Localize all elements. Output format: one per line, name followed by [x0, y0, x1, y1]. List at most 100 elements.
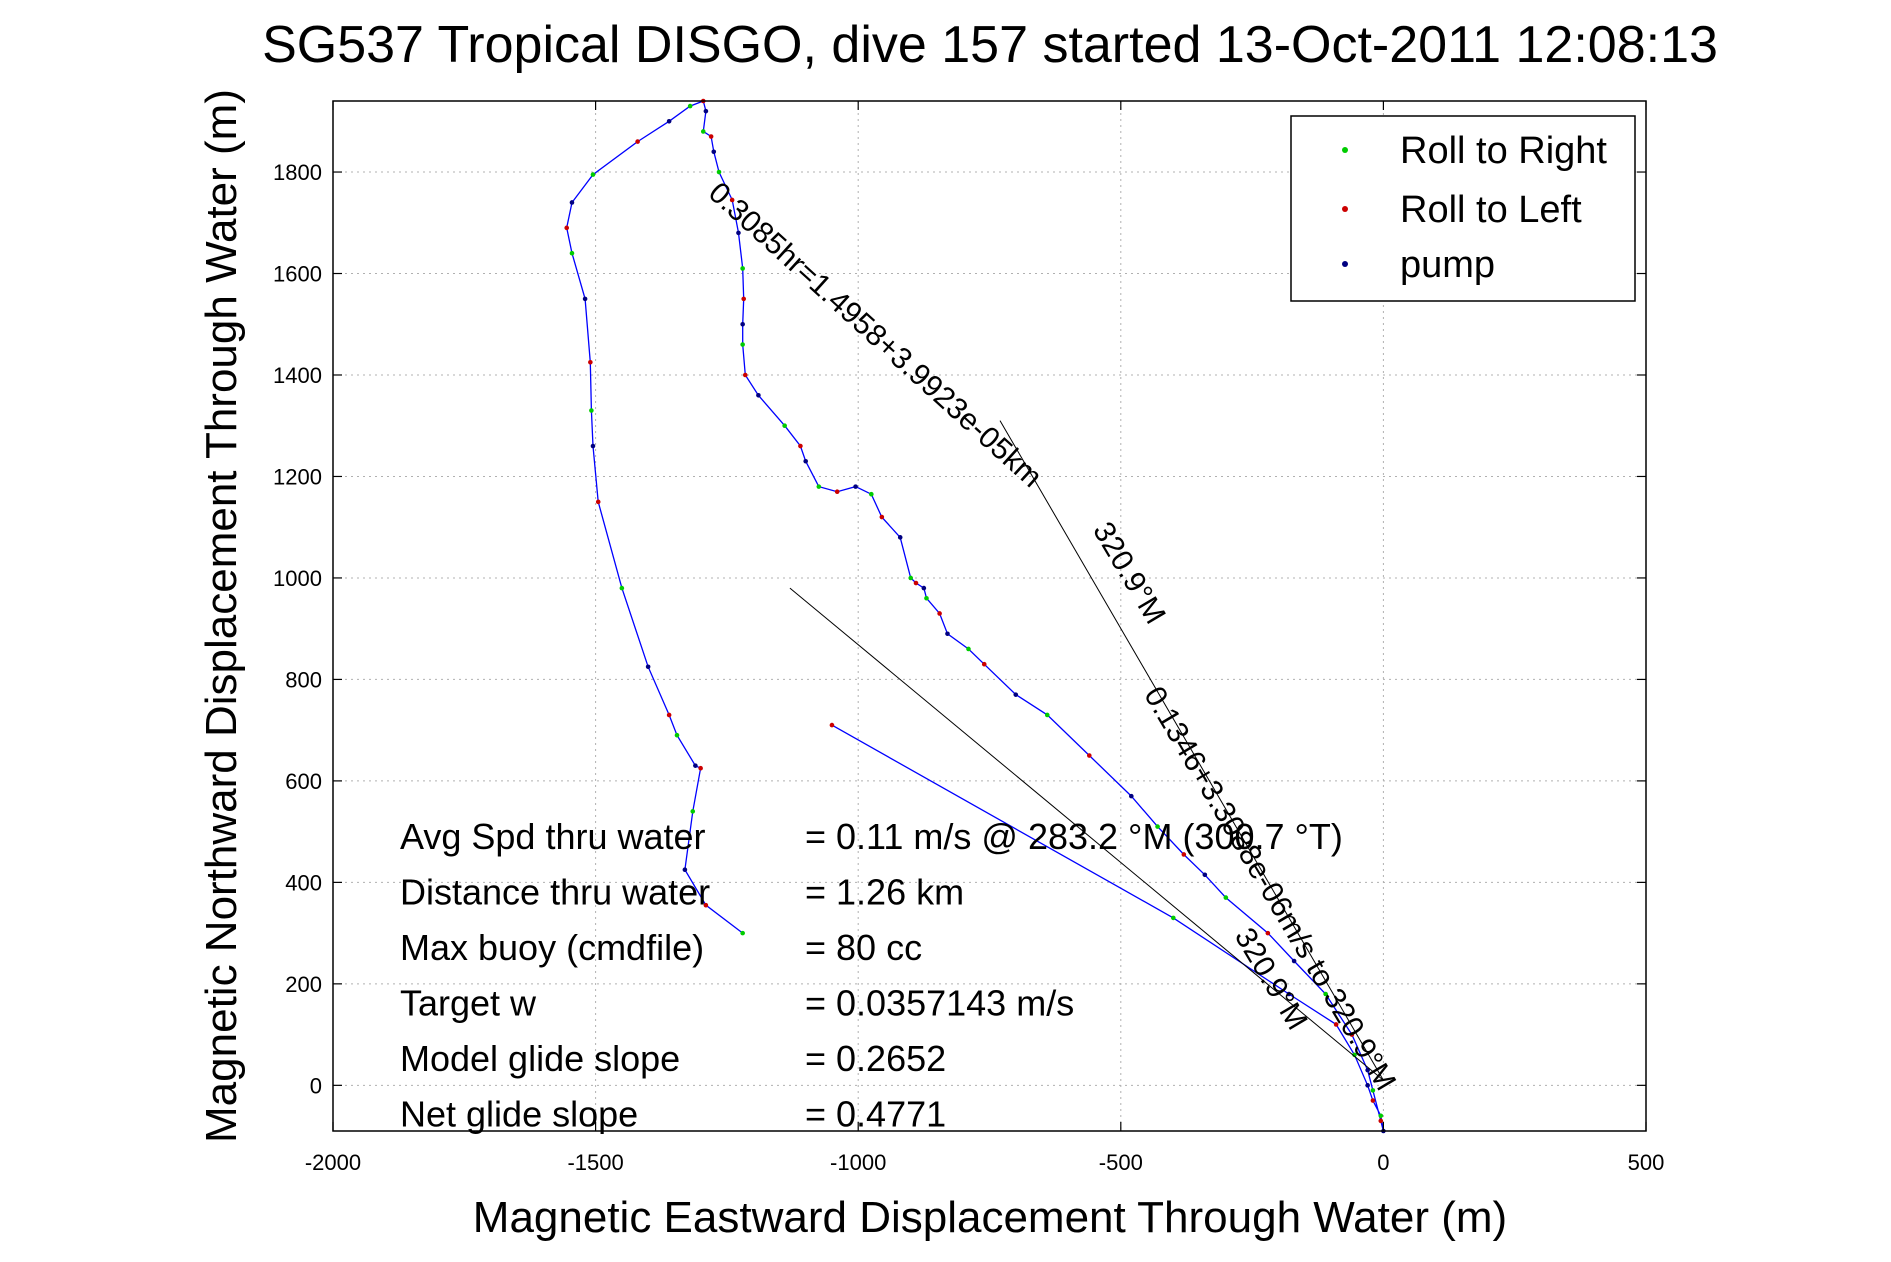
legend-marker-pump — [1342, 261, 1348, 267]
x-tick-label: 500 — [1628, 1150, 1665, 1175]
stat-label: Model glide slope — [400, 1038, 680, 1079]
y-tick-label: 1200 — [273, 464, 322, 489]
track-point — [740, 930, 745, 936]
track-point — [1323, 991, 1328, 997]
track-point — [1044, 712, 1050, 718]
track-point — [742, 372, 748, 378]
reference-line — [789, 587, 1384, 1081]
track-point — [921, 585, 927, 591]
y-axis-title: Magnetic Northward Displacement Through … — [197, 89, 246, 1143]
track-point — [981, 661, 987, 667]
track-point — [741, 296, 747, 302]
track-point — [716, 169, 722, 175]
track-point — [666, 118, 672, 124]
stat-label: Target w — [400, 983, 537, 1024]
track-point — [740, 342, 745, 347]
track-point — [913, 580, 919, 586]
reference-lines — [789, 420, 1384, 1081]
x-tick-label: -500 — [1099, 1150, 1143, 1175]
track-point — [1365, 1067, 1370, 1073]
track-point — [595, 499, 601, 505]
track-point — [1171, 915, 1176, 921]
track-point — [1265, 930, 1271, 936]
stat-value: = 1.26 km — [805, 872, 964, 913]
legend-label-roll-right: Roll to Right — [1400, 130, 1607, 172]
track-point — [1370, 1088, 1376, 1093]
track-point — [1291, 958, 1297, 964]
track-point — [708, 134, 714, 139]
stat-value: = 0.4771 — [805, 1094, 946, 1135]
track-point — [945, 631, 950, 637]
legend-marker-roll-left — [1342, 206, 1348, 212]
stat-label: Avg Spd thru water — [400, 816, 706, 857]
legend-marker-roll-right — [1342, 147, 1348, 153]
track-point — [619, 585, 625, 591]
track-point — [589, 408, 594, 413]
track-point — [1086, 753, 1092, 758]
track-point — [736, 230, 741, 236]
track-point — [711, 149, 717, 155]
track-point — [1013, 692, 1019, 697]
track-point — [564, 225, 570, 231]
track-point — [687, 103, 693, 109]
track-point — [829, 722, 835, 728]
track-point — [582, 296, 588, 302]
track-point — [1155, 824, 1160, 829]
track-point — [756, 392, 761, 398]
track-point — [698, 765, 703, 771]
x-tick-label: -1500 — [567, 1150, 623, 1175]
track-point — [740, 321, 745, 327]
y-tick-label: 1600 — [273, 262, 322, 287]
track-point — [666, 712, 672, 718]
x-tick-label: -2000 — [305, 1150, 361, 1175]
plot-frame — [332, 100, 1647, 1132]
track-point — [569, 200, 575, 205]
x-tick-label: -1000 — [830, 1150, 886, 1175]
stat-value: = 0.11 m/s @ 283.2 °M (300.7 °T) — [805, 816, 1343, 857]
axis-ticks: -2000 -1500 -1000 -500 0 500 0 200 400 600 800 1000… — [273, 101, 1664, 1175]
y-tick-label: 400 — [285, 870, 322, 895]
track-point — [700, 129, 706, 134]
track-point — [1202, 872, 1208, 878]
track-point — [588, 360, 593, 365]
track-point — [729, 197, 735, 203]
track-point — [803, 458, 808, 464]
track-point — [1333, 1022, 1339, 1027]
track-point — [924, 595, 929, 601]
y-tick-label: 1000 — [273, 566, 322, 591]
track-point — [740, 266, 745, 271]
track-point — [834, 489, 840, 494]
stat-value: = 80 cc — [805, 927, 922, 968]
track-point — [1286, 991, 1292, 997]
dive-statistics: Avg Spd thru water = 0.11 m/s @ 283.2 °M … — [400, 816, 1343, 1135]
track-point — [908, 575, 914, 581]
track-point — [1365, 1083, 1370, 1088]
stat-value: = 0.0357143 m/s — [805, 983, 1074, 1024]
track-point — [1129, 793, 1134, 799]
legend-label-pump: pump — [1400, 244, 1495, 286]
track-point — [816, 484, 822, 489]
track-point — [590, 443, 596, 449]
track-point — [937, 611, 942, 616]
track-point — [782, 423, 787, 429]
track-point — [703, 902, 709, 908]
legend-label-roll-left: Roll to Left — [1400, 189, 1582, 231]
track-point — [869, 491, 874, 497]
track-point — [1223, 895, 1229, 900]
x-tick-label: 0 — [1377, 1150, 1389, 1175]
stat-label: Net glide slope — [400, 1094, 638, 1135]
track-point — [798, 443, 803, 449]
y-tick-label: 600 — [285, 769, 322, 794]
y-tick-label: 1800 — [273, 160, 322, 185]
legend-box — [1290, 115, 1636, 302]
track-point — [645, 664, 651, 670]
track-point — [1370, 1098, 1376, 1103]
y-tick-label: 1400 — [273, 363, 322, 388]
reference-line — [999, 420, 1384, 1081]
track-point — [1378, 1118, 1384, 1124]
legend: Roll to Right Roll to Left pump — [1290, 115, 1636, 302]
track-point — [853, 484, 858, 489]
y-tick-label: 0 — [310, 1073, 322, 1098]
y-tick-label: 200 — [285, 972, 322, 997]
